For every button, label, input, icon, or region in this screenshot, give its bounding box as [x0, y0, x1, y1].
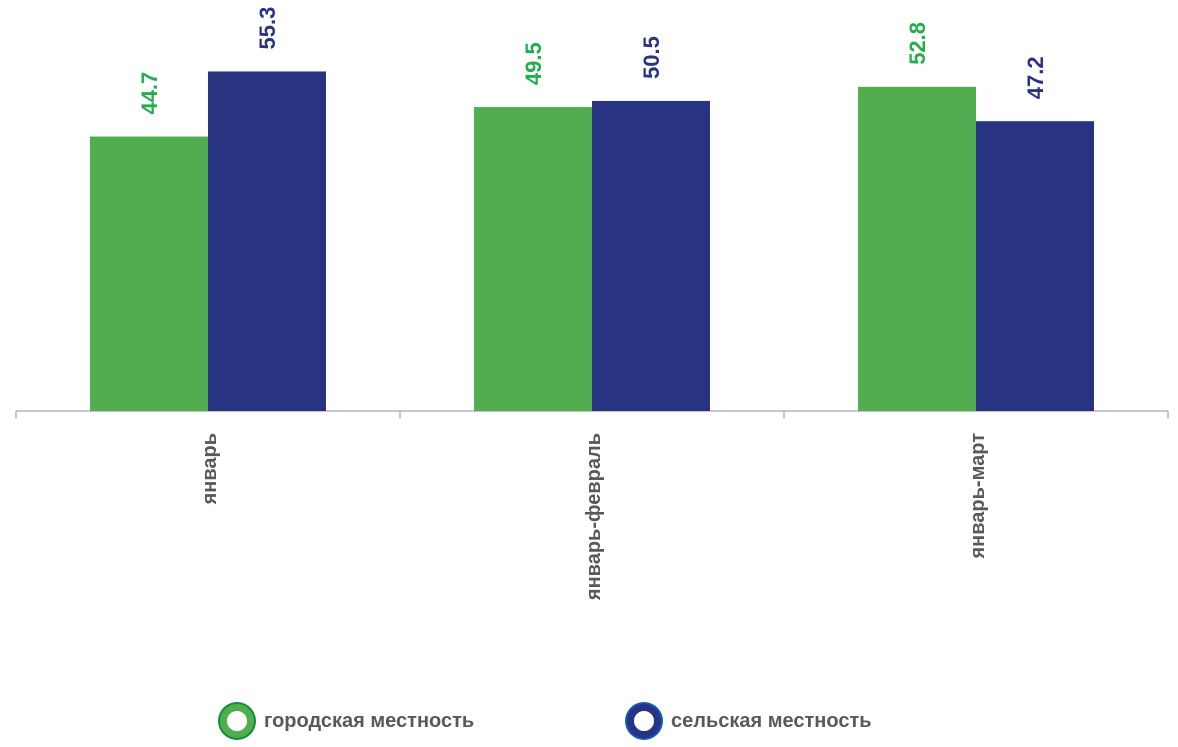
legend-marker-rural-icon — [627, 704, 661, 738]
bar-chart: 44.7 55.3 январь 49.5 50.5 январь-февраль 52.8… — [15, 7, 1169, 601]
data-label-urban: 49.5 — [521, 42, 546, 85]
bar-rural — [592, 100, 710, 412]
legend-label-urban: городская местность — [264, 709, 475, 732]
legend-item-rural: сельская местность — [627, 704, 872, 738]
legend-label-rural: сельская местность — [671, 709, 872, 732]
x-tick-label: январь — [199, 433, 221, 505]
bar-rural — [976, 121, 1094, 411]
data-label-urban: 44.7 — [137, 72, 162, 115]
data-label-urban: 52.8 — [905, 22, 930, 65]
data-label-rural: 50.5 — [639, 36, 664, 79]
bar-rural — [208, 71, 326, 411]
bar-urban — [858, 86, 976, 412]
data-label-rural: 47.2 — [1023, 56, 1048, 99]
x-tick-label: январь-март — [967, 433, 989, 560]
bar-urban — [90, 136, 208, 412]
data-label-rural: 55.3 — [255, 7, 280, 50]
legend-marker-urban-icon — [220, 704, 254, 738]
legend-item-urban: городская местность — [220, 704, 474, 738]
chart-legend: городская местность сельская местность — [0, 704, 1178, 744]
bar-urban — [474, 107, 592, 411]
x-tick-label: январь-февраль — [583, 433, 605, 601]
